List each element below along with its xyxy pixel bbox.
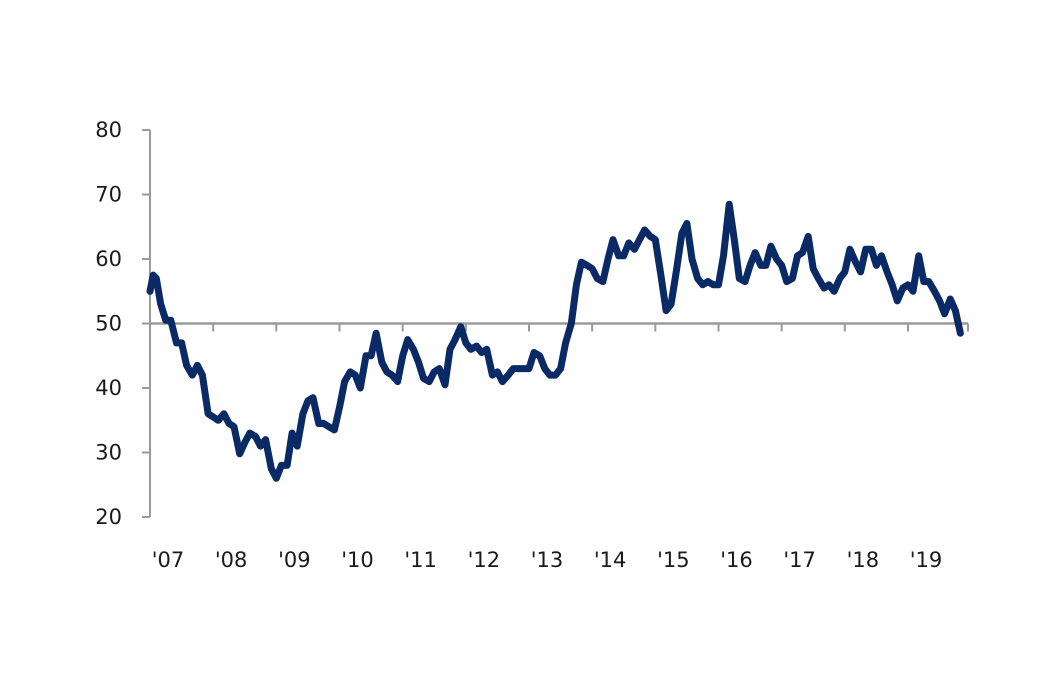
x-tick-label: '11	[404, 548, 437, 572]
x-tick-label: '19	[910, 548, 943, 572]
x-tick-label: '09	[278, 548, 311, 572]
x-tick-label: '17	[783, 548, 816, 572]
y-axis-ticks: 20 30 40 50 60 70 80	[95, 118, 150, 529]
y-tick-label: 60	[95, 247, 122, 271]
x-tick-label: '12	[468, 548, 501, 572]
x-tick-label: '18	[847, 548, 880, 572]
y-tick-label: 50	[95, 312, 122, 336]
series-group	[146, 200, 964, 482]
x-tick-label: '14	[594, 548, 627, 572]
y-tick-label: 80	[95, 118, 122, 142]
x-tick-label: '13	[531, 548, 564, 572]
series-line	[146, 200, 964, 482]
y-tick-label: 30	[95, 441, 122, 465]
x-tick-label: '16	[720, 548, 753, 572]
y-tick-label: 20	[95, 505, 122, 529]
x-tick-label: '07	[152, 548, 185, 572]
y-tick-label: 40	[95, 376, 122, 400]
x-tick-label: '15	[657, 548, 690, 572]
x-tick-label: '08	[215, 548, 248, 572]
y-tick-label: 70	[95, 183, 122, 207]
x-axis-ticks: '07 '08 '09 '10 '11 '12 '13 '14 '15 '16 '17 '18 '19	[149, 323, 969, 572]
x-tick-label: '10	[341, 548, 374, 572]
